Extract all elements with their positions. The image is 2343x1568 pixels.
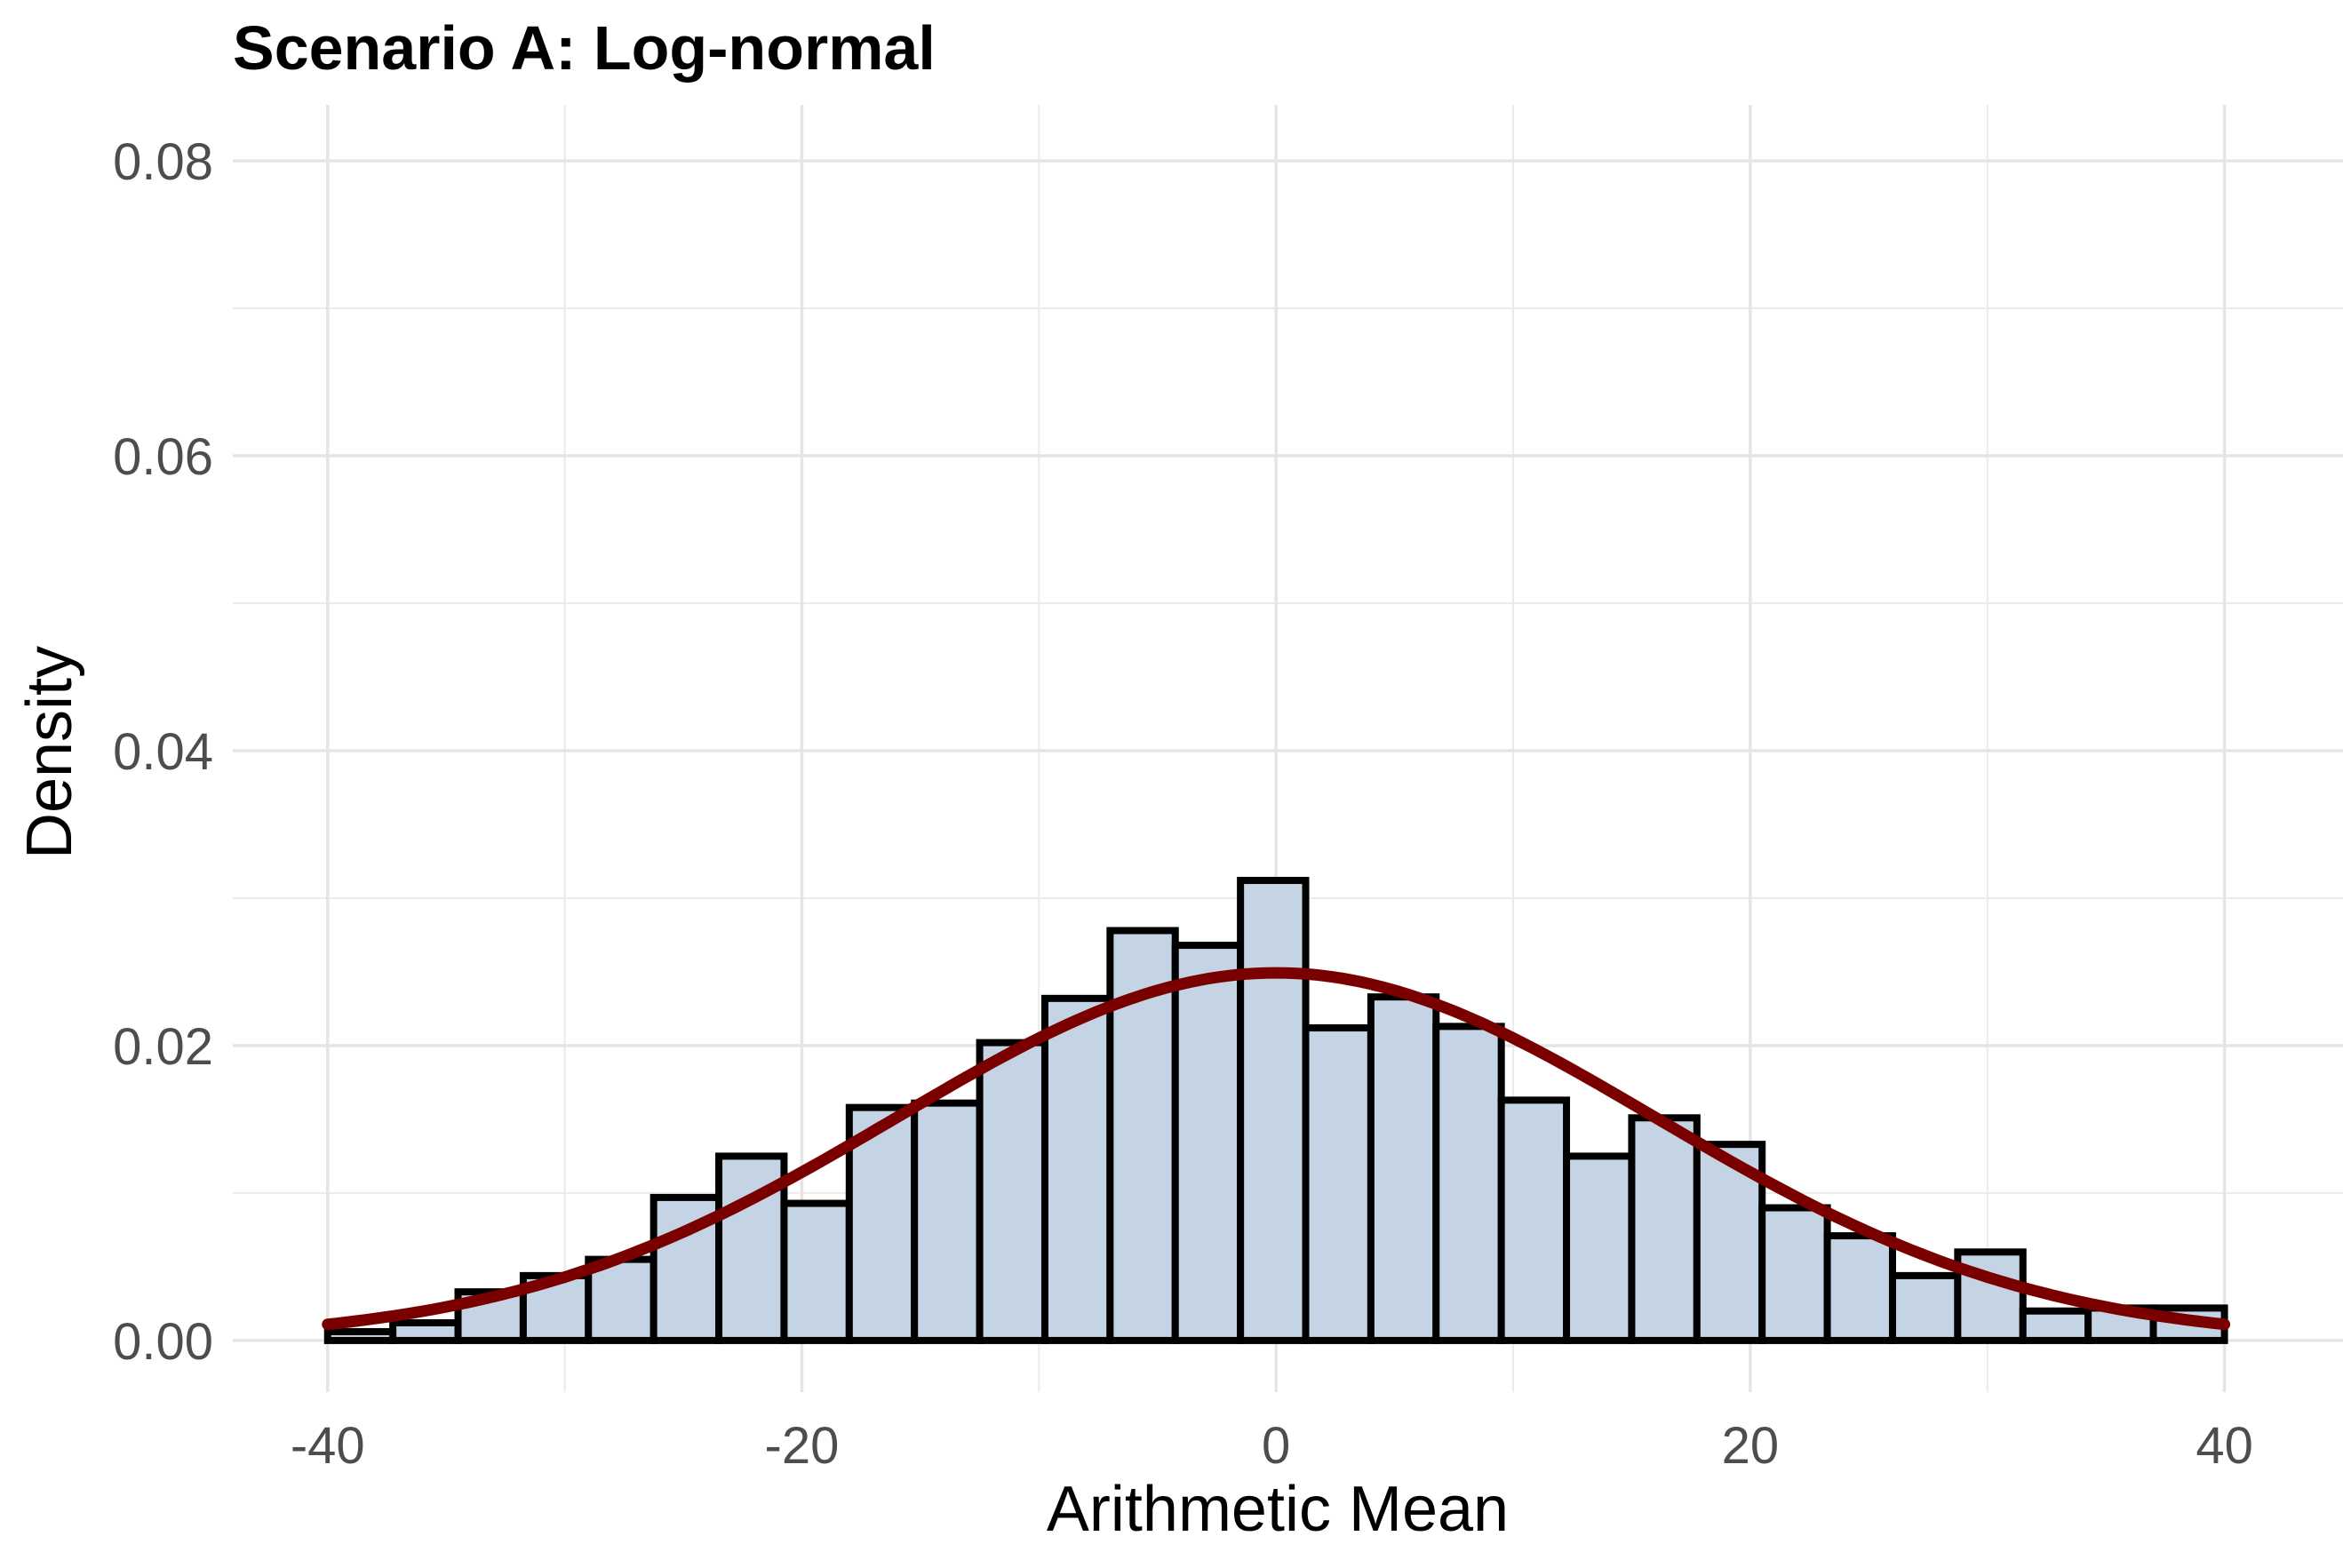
histogram-bar xyxy=(1171,942,1245,1344)
histogram-bar xyxy=(1628,1114,1701,1344)
y-axis-label: Density xyxy=(14,646,85,859)
x-tick-label: 40 xyxy=(2196,1417,2253,1475)
histogram-bar xyxy=(976,1039,1048,1344)
density-curve xyxy=(322,967,2231,1331)
histogram-bar xyxy=(911,1099,984,1344)
histogram-bar xyxy=(1367,993,1440,1344)
y-tick-label: 0.02 xyxy=(113,1018,213,1076)
chart-title: Scenario A: Log-normal xyxy=(233,13,936,83)
x-tick-label: -40 xyxy=(291,1417,365,1475)
histogram-bar xyxy=(1563,1152,1636,1344)
histogram-bar xyxy=(1040,994,1114,1344)
histogram-bar xyxy=(1954,1248,2027,1344)
histogram-bar xyxy=(780,1199,853,1344)
y-tick-label: 0.00 xyxy=(113,1313,213,1371)
histogram-bar xyxy=(2019,1307,2092,1344)
y-tick-label: 0.04 xyxy=(113,723,213,781)
histogram-bar xyxy=(1888,1271,1962,1344)
histogram-bar xyxy=(1823,1232,1896,1344)
y-axis-ticks: 0.00 0.02 0.04 0.06 0.08 xyxy=(113,133,213,1371)
x-axis-label: Arithmetic Mean xyxy=(1047,1474,1509,1545)
histogram-bar xyxy=(323,1327,397,1344)
y-tick-label: 0.06 xyxy=(113,428,213,486)
density-curve-layer xyxy=(322,967,2231,1331)
histogram-bars xyxy=(323,877,2228,1344)
x-tick-label: 20 xyxy=(1722,1417,1780,1475)
histogram-bar xyxy=(1497,1096,1571,1344)
x-axis-ticks: -40 -20 0 20 40 xyxy=(291,1417,2253,1475)
histogram-bar xyxy=(1758,1204,1831,1344)
histogram-bar xyxy=(389,1318,462,1344)
histogram-bar xyxy=(1302,1024,1375,1344)
x-tick-label: -20 xyxy=(765,1417,840,1475)
y-tick-label: 0.08 xyxy=(113,133,213,191)
x-tick-label: 0 xyxy=(1262,1417,1290,1475)
histogram-bar xyxy=(1237,877,1310,1344)
histogram-bar xyxy=(1432,1023,1505,1344)
